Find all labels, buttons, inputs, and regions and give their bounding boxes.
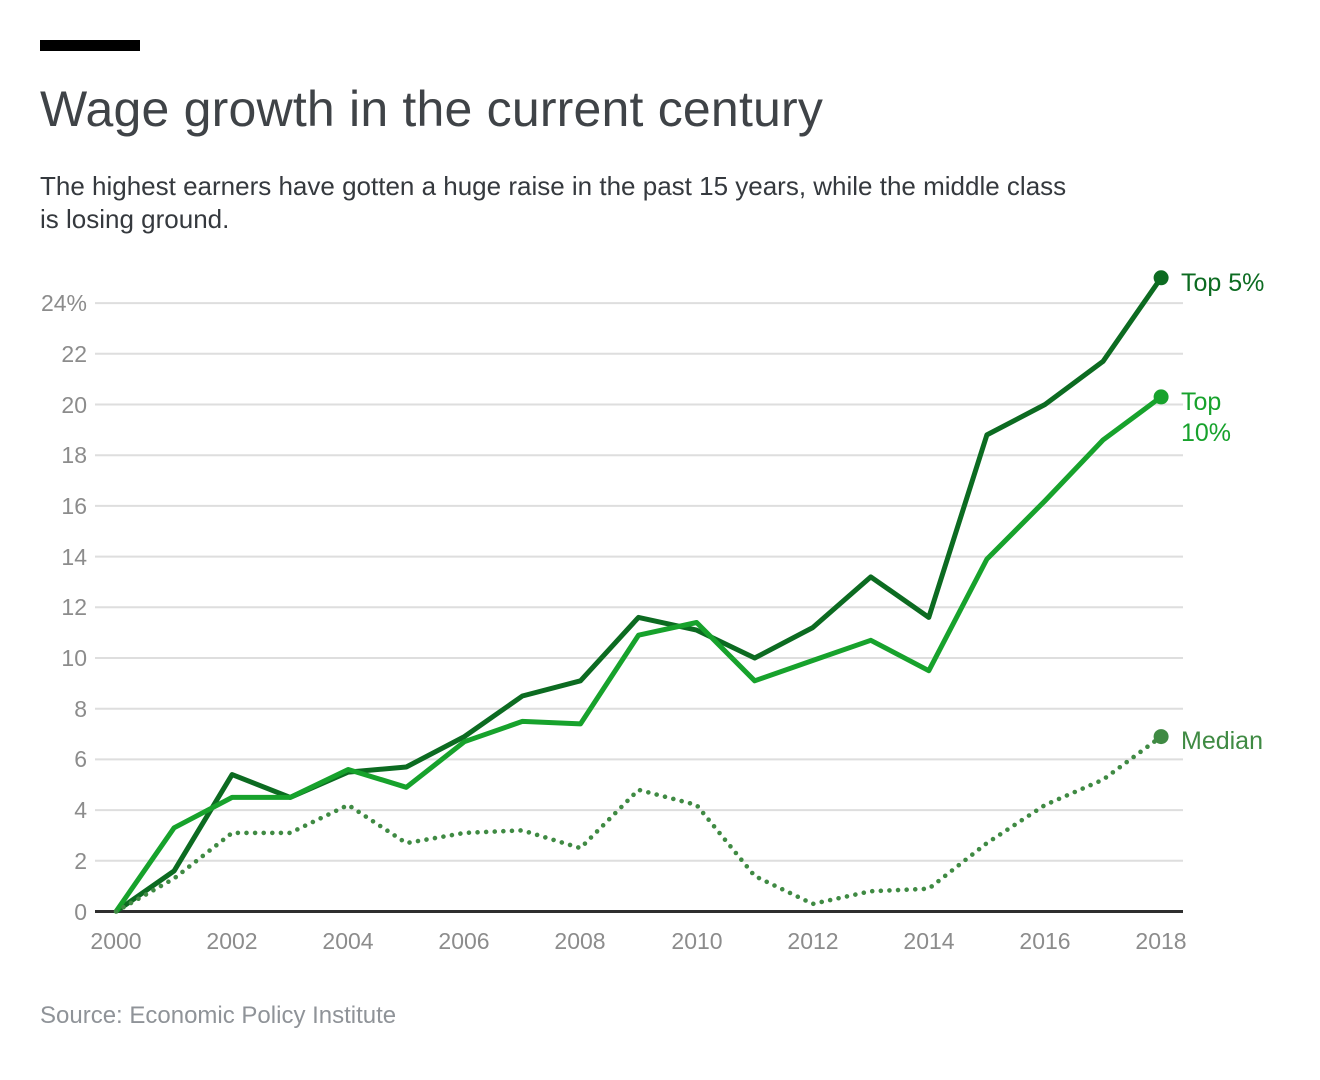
subtitle-line-1: The highest earners have gotten a huge r… (40, 171, 1067, 201)
x-axis-label: 2008 (554, 928, 606, 954)
legend-label-median: Median (1181, 727, 1263, 755)
subtitle-line-2: is losing ground. (40, 204, 230, 234)
y-axis-label: 6 (74, 746, 87, 772)
brand-kicker-bar (40, 40, 140, 51)
x-axis-label: 2010 (671, 928, 723, 954)
x-axis-label: 2002 (206, 928, 258, 954)
source-credit: Source: Economic Policy Institute (40, 1002, 397, 1029)
x-axis-label: 2000 (90, 928, 142, 954)
x-axis-label: 2012 (787, 928, 839, 954)
y-axis-label: 4 (74, 797, 87, 823)
y-axis-label: 12 (61, 594, 87, 620)
x-axis-label: 2006 (438, 928, 490, 954)
y-axis-label: 10 (61, 645, 87, 671)
y-axis-label: 20 (61, 392, 87, 418)
y-axis-label: 24% (40, 290, 87, 316)
x-axis-label: 2004 (322, 928, 374, 954)
y-axis-label: 18 (61, 442, 87, 468)
chart-title: Wage growth in the current century (40, 81, 824, 137)
chart-subtitle: The highest earners have gotten a huge r… (40, 170, 1290, 236)
y-axis-label: 0 (74, 899, 87, 925)
y-axis-label: 14 (61, 544, 87, 570)
legend-label-top-10: Top 10% (1181, 388, 1232, 447)
x-axis-label: 2016 (1019, 928, 1071, 954)
y-axis-label: 8 (74, 696, 87, 722)
y-axis-label: 2 (74, 848, 87, 874)
x-axis-label: 2018 (1135, 928, 1187, 954)
y-axis-label: 22 (61, 341, 87, 367)
x-axis-label: 2014 (903, 928, 955, 954)
legend-label-top-5: Top 5% (1181, 269, 1265, 297)
y-axis-label: 16 (61, 493, 87, 519)
